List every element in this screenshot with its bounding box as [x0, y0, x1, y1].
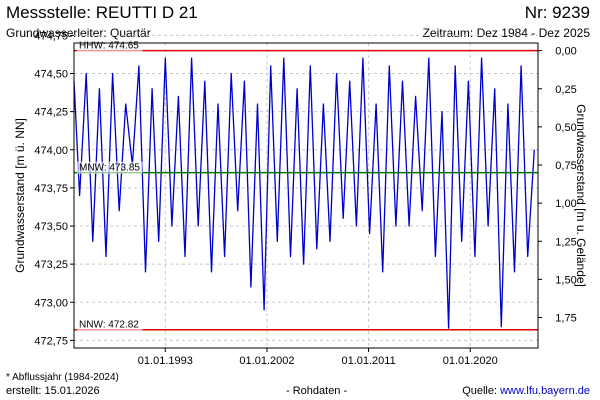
station-number: Nr: 9239: [524, 3, 590, 22]
x-axis: 01.01.1993 01.01.2002 01.01.2011 01.01.2020: [138, 348, 498, 367]
period-label: Zeitraum: Dez 1984 - Dez 2025: [422, 26, 590, 40]
reference-lines: HHW: 474.65 MNW: 473.85 NNW: 472.82: [74, 39, 538, 331]
reference-label: MNW: 473.85: [79, 163, 140, 174]
aquifer-label: Grundwasserleiter: Quartär: [6, 26, 151, 40]
y-tick-label: 474,00: [34, 145, 68, 157]
plot-frame: [73, 42, 539, 349]
right-tick-label: 0,75: [555, 160, 576, 172]
y-tick-label: 474,75: [34, 30, 68, 42]
right-tick-label: 1,00: [555, 198, 576, 210]
right-tick-label: 1,50: [555, 274, 576, 286]
y-tick-label: 474,50: [34, 69, 68, 81]
y-tick-label: 472,75: [34, 335, 68, 347]
y-tick-label: 474,25: [34, 107, 68, 119]
right-axis: 0,00 0,25 0,50 0,75 1,00 1,25 1,50 1,75: [538, 46, 577, 325]
series-line: [73, 57, 535, 329]
source-prefix: Quelle:: [462, 385, 501, 397]
footnote: * Abflussjahr (1984-2024): [6, 372, 119, 383]
right-tick-label: 0,00: [555, 46, 576, 58]
reference-label-bg: [77, 161, 143, 174]
right-tick-label: 1,75: [555, 313, 576, 325]
left-axis: 472,75 473,00 473,25 473,50 473,75 474,00 474,…: [34, 30, 74, 347]
series-layer: [73, 57, 535, 329]
y-tick-label: 473,00: [34, 297, 68, 309]
x-tick-label: 01.01.2002: [239, 355, 294, 367]
reference-label-bg: [77, 318, 143, 331]
x-tick-label: 01.01.2020: [443, 355, 498, 367]
y-tick-label: 473,50: [34, 221, 68, 233]
created-date: erstellt: 15.01.2026: [6, 385, 100, 397]
reference-label: HHW: 474.65: [79, 41, 139, 52]
x-tick-label: 01.01.1993: [138, 355, 193, 367]
source-link[interactable]: www.lfu.bayern.de: [500, 385, 590, 397]
y-tick-label: 473,25: [34, 259, 68, 271]
reference-label: NNW: 472.82: [79, 320, 139, 331]
y-axis-label-right: Grundwasserstand [m u. Gelände]: [574, 104, 588, 287]
station-title: Messstelle: REUTTI D 21: [6, 3, 198, 22]
right-tick-label: 0,25: [555, 84, 576, 96]
right-tick-label: 1,25: [555, 236, 576, 248]
rawdata-label: - Rohdaten -: [286, 385, 348, 397]
source: Quelle: www.lfu.bayern.de: [462, 385, 590, 397]
right-tick-label: 0,50: [555, 122, 576, 134]
x-tick-label: 01.01.2011: [341, 355, 395, 367]
y-axis-label-left: Grundwasserstand [m ü. NN]: [13, 118, 27, 273]
y-tick-label: 473,75: [34, 183, 68, 195]
